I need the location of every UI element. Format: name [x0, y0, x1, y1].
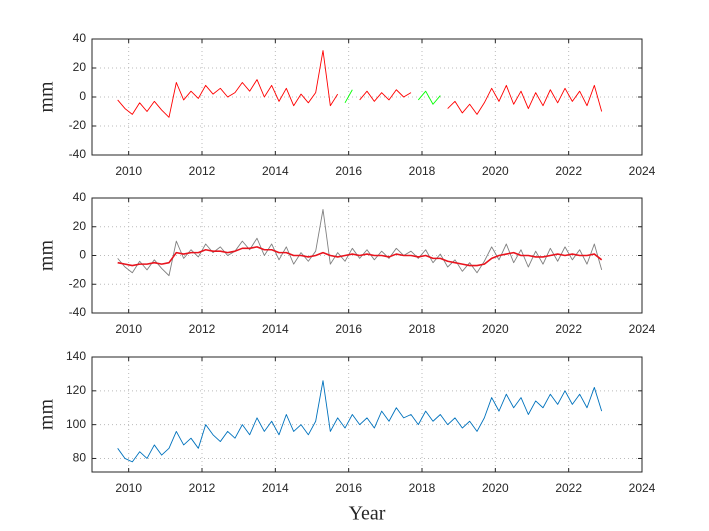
x-tick-label: 2010 [115, 164, 142, 178]
x-tick-label: 2020 [482, 164, 509, 178]
x-tick-label: 2016 [335, 481, 362, 495]
x-tick-label: 2016 [335, 164, 362, 178]
x-tick-label: 2012 [189, 481, 216, 495]
x-tick-label: 2020 [482, 481, 509, 495]
y-tick-label: 20 [73, 60, 87, 74]
x-tick-label: 2022 [555, 322, 582, 336]
y-tick-label: -40 [69, 305, 87, 319]
x-tick-label: 2022 [555, 164, 582, 178]
y-tick-label: 80 [73, 451, 87, 465]
x-tick-label: 2010 [115, 481, 142, 495]
plot-frame [91, 197, 643, 314]
y-tick-label: -20 [69, 276, 87, 290]
x-tick-label: 2018 [409, 322, 436, 336]
y-axis-label: mm [36, 81, 58, 113]
x-tick-label: 2024 [629, 481, 656, 495]
x-tick-label: 2014 [262, 481, 289, 495]
x-tick-label: 2012 [189, 164, 216, 178]
x-tick-label: 2014 [262, 164, 289, 178]
y-tick-label: 20 [73, 219, 87, 233]
y-tick-label: 40 [73, 31, 87, 45]
data-line [117, 246, 603, 267]
x-tick-label: 2016 [335, 322, 362, 336]
y-tick-label: 140 [66, 349, 86, 363]
y-tick-label: 120 [66, 383, 86, 397]
y-tick-label: 100 [66, 417, 86, 431]
y-tick-label: 40 [73, 190, 87, 204]
x-tick-label: 2018 [409, 164, 436, 178]
y-tick-label: 0 [79, 89, 86, 103]
data-line [344, 89, 441, 105]
data-line [117, 50, 603, 118]
plot-frame [91, 356, 643, 473]
y-tick-label: 0 [79, 248, 86, 262]
data-line [117, 380, 603, 463]
x-tick-label: 2022 [555, 481, 582, 495]
y-tick-label: -40 [69, 147, 87, 161]
x-tick-label: 2024 [629, 322, 656, 336]
y-axis-label: mm [36, 399, 58, 431]
y-axis-label: mm [36, 240, 58, 272]
x-tick-label: 2024 [629, 164, 656, 178]
x-tick-label: 2012 [189, 322, 216, 336]
x-tick-label: 2010 [115, 322, 142, 336]
plot-frame [91, 38, 643, 156]
x-tick-label: 2020 [482, 322, 509, 336]
x-tick-label: 2014 [262, 322, 289, 336]
x-axis-label: Year [349, 503, 386, 525]
x-tick-label: 2018 [409, 481, 436, 495]
y-tick-label: -20 [69, 118, 87, 132]
data-line [117, 209, 603, 277]
